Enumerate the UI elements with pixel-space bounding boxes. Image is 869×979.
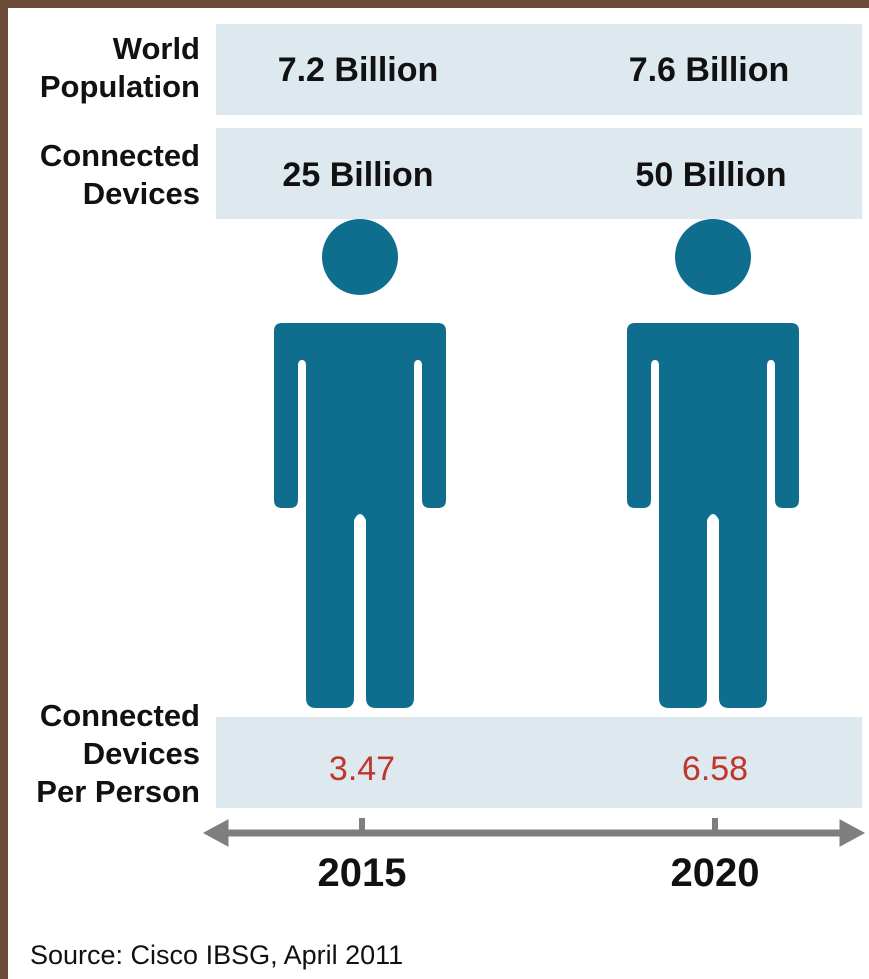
source-note: Source: Cisco IBSG, April 2011 — [30, 940, 404, 970]
devices-band — [216, 128, 862, 219]
person-icon-2015 — [274, 219, 446, 708]
ratio-2015-value: 3.47 — [328, 750, 396, 788]
timeline-axis — [202, 818, 866, 847]
population-2015-value: 7.2 Billion — [277, 51, 439, 89]
population-band — [216, 24, 862, 115]
ratio-2020-value: 6.58 — [681, 750, 749, 788]
year-label-2020: 2020 — [670, 851, 760, 895]
year-label-2015: 2015 — [317, 851, 407, 895]
person-icon-2020 — [627, 219, 799, 708]
population-2020-value: 7.6 Billion — [628, 51, 790, 89]
population-row-label: World Population — [39, 31, 200, 104]
ratio-band — [216, 717, 862, 808]
devices-2015-value: 25 Billion — [282, 156, 434, 194]
devices-2020-value: 50 Billion — [635, 156, 787, 194]
devices-row-label: Connected Devices — [39, 138, 200, 211]
ratio-row-label: Connected Devices Per Person — [36, 698, 200, 809]
